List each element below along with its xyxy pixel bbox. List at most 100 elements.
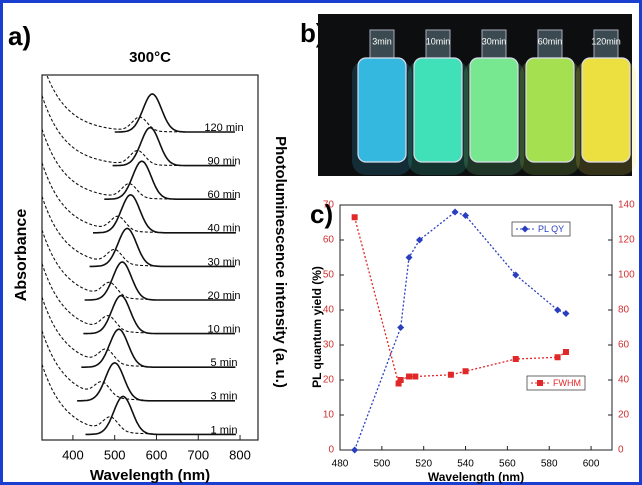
trace-label: 40 min — [207, 223, 240, 235]
y2-tick-label: 20 — [618, 410, 630, 421]
legend-marker — [537, 380, 543, 386]
marker — [462, 368, 469, 375]
marker — [412, 373, 419, 380]
pl-curve — [114, 93, 235, 133]
marker — [512, 271, 520, 279]
trace-label: 60 min — [207, 189, 240, 201]
y2-tick-label: 120 — [618, 235, 635, 246]
trace-label: 120 min — [204, 122, 243, 134]
absorbance-curve — [46, 75, 182, 133]
vial-neck — [369, 29, 395, 61]
y-tick-label: 60 — [323, 235, 335, 246]
vial — [469, 57, 519, 163]
y2-tick-label: 80 — [618, 305, 630, 316]
x-axis-label: Wavelength (nm) — [90, 467, 210, 484]
marker — [512, 356, 519, 362]
marker — [451, 208, 459, 216]
absorbance-curve — [42, 229, 151, 300]
y-tick-label: 40 — [323, 305, 335, 316]
marker — [406, 373, 413, 380]
y-tick-label: 30 — [323, 340, 335, 351]
panel-label: c) — [310, 199, 333, 229]
marker — [351, 214, 358, 221]
marker — [447, 371, 454, 378]
y2-tick-label: 140 — [618, 200, 635, 211]
panel-label: a) — [8, 21, 31, 51]
marker — [554, 306, 562, 314]
vial — [581, 57, 631, 163]
vial-label: 30min — [482, 36, 507, 46]
vial-neck — [537, 29, 563, 61]
traces — [42, 75, 236, 436]
legend-label: PL QY — [538, 224, 564, 234]
y2-tick-label: 100 — [618, 270, 635, 281]
x-tick-label: 700 — [187, 447, 209, 462]
marker — [397, 324, 405, 331]
plot-area — [41, 74, 259, 441]
marker — [462, 212, 470, 219]
y-axis-label: PL quantum yield (%) — [310, 266, 324, 388]
x-tick-label: 800 — [229, 447, 251, 462]
x-tick-label: 560 — [499, 459, 516, 470]
trace-label: 30 min — [207, 256, 240, 268]
trace-label: 1 min — [211, 424, 238, 436]
pl-curve — [81, 328, 236, 368]
trace-label: 20 min — [207, 290, 240, 302]
pl-curve — [112, 126, 236, 167]
absorbance-curve — [42, 364, 153, 435]
pl-curve — [85, 395, 236, 436]
y-tick-label: 20 — [323, 375, 335, 386]
x-tick-label: 520 — [415, 459, 432, 470]
y2-tick-label: 40 — [618, 375, 630, 386]
marker — [351, 446, 359, 454]
y2-tick-label: 60 — [618, 340, 630, 351]
vial-label: 10min — [426, 36, 451, 46]
trace-label: 10 min — [207, 324, 240, 336]
x-tick-label: 500 — [374, 459, 391, 470]
x-tick-label: 480 — [332, 459, 349, 470]
y-tick-label: 0 — [328, 445, 334, 456]
marker — [405, 254, 413, 261]
legend-marker — [521, 225, 529, 233]
absorbance-curve — [42, 196, 157, 267]
chart-title: 300°C — [129, 49, 171, 66]
trace-label: 90 min — [207, 156, 240, 168]
absorbance-curve — [42, 297, 148, 368]
y-tick-label: 70 — [323, 200, 335, 211]
marker — [562, 310, 570, 317]
vial-label: 60min — [538, 36, 563, 46]
legend-label: FWHM — [553, 378, 581, 388]
absorbance-curve — [42, 263, 150, 334]
pl-curve — [89, 227, 235, 268]
series-line — [353, 211, 567, 451]
vial-label: 3min — [372, 36, 392, 46]
legend-box — [526, 375, 586, 391]
vial — [525, 57, 575, 163]
absorbance-curve — [42, 129, 172, 200]
marker — [416, 236, 424, 244]
x-tick-label: 600 — [583, 459, 600, 470]
x-tick-label: 400 — [62, 447, 84, 462]
x-tick-label: 580 — [541, 459, 558, 470]
y-axis-label: Absorbance — [13, 209, 30, 302]
marker — [395, 380, 402, 387]
x-axis-label: Wavelength (nm) — [428, 470, 524, 484]
x-tick-label: 540 — [457, 459, 474, 470]
y2-tick-label: 0 — [618, 445, 624, 456]
marker — [562, 349, 569, 355]
vial-neck — [481, 29, 507, 61]
vial — [413, 57, 463, 163]
vial — [357, 57, 407, 163]
marker — [397, 377, 404, 383]
x-tick-label: 600 — [146, 447, 168, 462]
y-tick-label: 50 — [323, 270, 335, 281]
absorbance-curve — [42, 95, 179, 166]
pl-curve — [83, 294, 235, 335]
y2-axis-label: Photoluminescence intensity (a. u.) — [272, 136, 289, 388]
vial-label: 120min — [591, 36, 621, 46]
pl-curve — [84, 261, 235, 301]
trace-label: 5 min — [211, 357, 238, 369]
